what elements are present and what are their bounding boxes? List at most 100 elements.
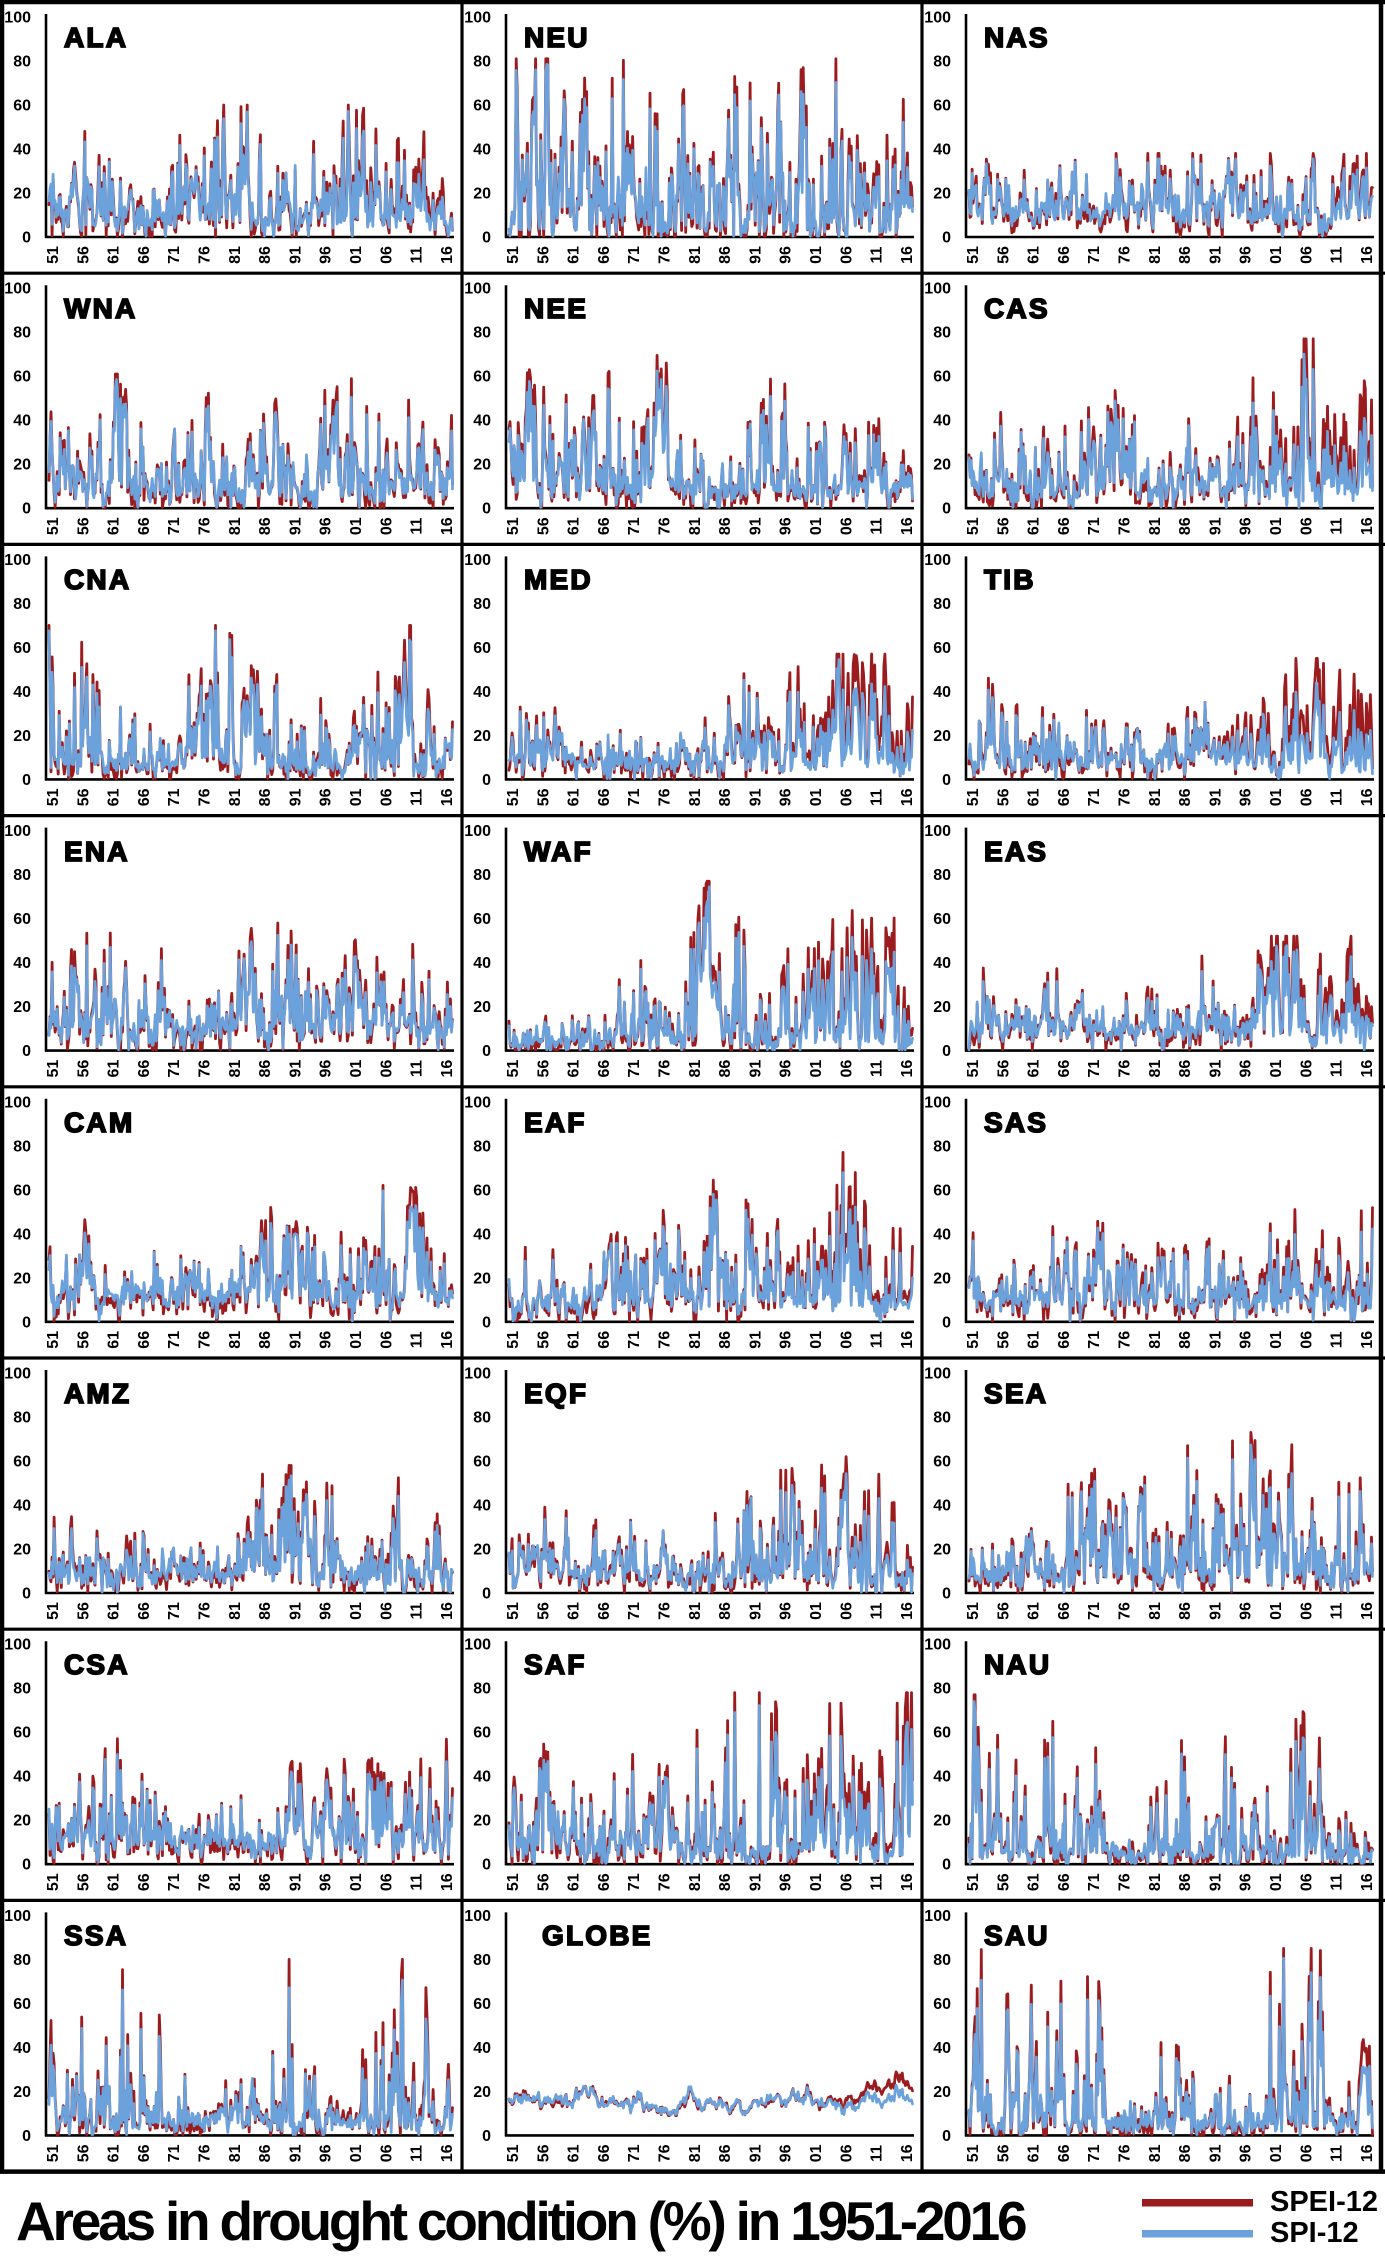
svg-text:SPEI-12: SPEI-12 <box>1270 2186 1378 2218</box>
svg-text:91: 91 <box>287 1331 304 1349</box>
svg-text:0: 0 <box>942 501 951 518</box>
svg-text:AMZ: AMZ <box>64 1378 131 1409</box>
svg-text:96: 96 <box>318 1331 335 1349</box>
svg-text:0: 0 <box>942 1314 951 1331</box>
svg-text:06: 06 <box>378 2144 395 2162</box>
svg-text:100: 100 <box>924 1637 951 1654</box>
svg-text:51: 51 <box>45 1331 62 1349</box>
svg-text:51: 51 <box>965 1060 982 1078</box>
svg-text:80: 80 <box>933 54 951 71</box>
svg-text:100: 100 <box>464 1908 491 1925</box>
svg-text:91: 91 <box>1207 246 1224 264</box>
svg-text:06: 06 <box>378 246 395 264</box>
svg-text:66: 66 <box>596 1602 613 1620</box>
svg-text:61: 61 <box>566 517 583 535</box>
svg-text:71: 71 <box>166 788 183 806</box>
svg-text:71: 71 <box>626 1873 643 1891</box>
svg-text:MED: MED <box>524 564 593 595</box>
svg-text:0: 0 <box>942 2128 951 2145</box>
svg-text:61: 61 <box>566 788 583 806</box>
svg-text:01: 01 <box>348 2144 365 2162</box>
svg-text:86: 86 <box>257 788 274 806</box>
svg-text:86: 86 <box>257 1060 274 1078</box>
svg-text:40: 40 <box>473 1498 491 1515</box>
svg-text:40: 40 <box>473 684 491 701</box>
svg-text:91: 91 <box>747 2144 764 2162</box>
svg-text:51: 51 <box>45 517 62 535</box>
svg-text:100: 100 <box>924 552 951 569</box>
svg-text:100: 100 <box>464 823 491 840</box>
svg-text:60: 60 <box>473 640 491 657</box>
svg-text:06: 06 <box>378 517 395 535</box>
svg-text:20: 20 <box>13 1813 31 1830</box>
svg-text:71: 71 <box>1086 2144 1103 2162</box>
svg-text:11: 11 <box>869 1060 886 1077</box>
svg-text:60: 60 <box>933 640 951 657</box>
svg-text:61: 61 <box>1026 1602 1043 1620</box>
svg-text:96: 96 <box>778 788 795 806</box>
svg-text:11: 11 <box>869 1602 886 1619</box>
svg-text:06: 06 <box>838 517 855 535</box>
svg-text:01: 01 <box>808 1873 825 1891</box>
svg-text:TIB: TIB <box>984 564 1036 595</box>
svg-text:0: 0 <box>942 772 951 789</box>
svg-text:61: 61 <box>106 1602 123 1620</box>
svg-text:81: 81 <box>1147 2144 1164 2162</box>
svg-text:0: 0 <box>942 1043 951 1060</box>
svg-text:16: 16 <box>439 517 456 535</box>
svg-text:80: 80 <box>473 1138 491 1155</box>
svg-text:71: 71 <box>626 788 643 806</box>
svg-text:66: 66 <box>1056 788 1073 806</box>
svg-text:60: 60 <box>13 1996 31 2013</box>
svg-text:80: 80 <box>473 596 491 613</box>
svg-text:96: 96 <box>1238 1873 1255 1891</box>
svg-text:76: 76 <box>197 2144 214 2162</box>
svg-text:96: 96 <box>778 1060 795 1078</box>
svg-text:51: 51 <box>45 2144 62 2162</box>
svg-text:61: 61 <box>566 1060 583 1078</box>
svg-text:11: 11 <box>409 1331 426 1348</box>
svg-text:71: 71 <box>166 1873 183 1891</box>
svg-text:66: 66 <box>136 1873 153 1891</box>
svg-text:96: 96 <box>1238 246 1255 264</box>
svg-text:01: 01 <box>808 517 825 535</box>
svg-text:76: 76 <box>657 1873 674 1891</box>
svg-text:0: 0 <box>482 1857 491 1874</box>
svg-text:80: 80 <box>13 1952 31 1969</box>
svg-text:81: 81 <box>687 1060 704 1078</box>
svg-text:80: 80 <box>933 1410 951 1427</box>
svg-text:66: 66 <box>1056 246 1073 264</box>
svg-text:66: 66 <box>136 1060 153 1078</box>
svg-text:61: 61 <box>106 246 123 264</box>
svg-text:20: 20 <box>13 186 31 203</box>
svg-text:76: 76 <box>197 788 214 806</box>
svg-text:61: 61 <box>1026 788 1043 806</box>
svg-text:60: 60 <box>13 1182 31 1199</box>
svg-text:11: 11 <box>869 1331 886 1348</box>
svg-text:100: 100 <box>4 1908 31 1925</box>
svg-text:81: 81 <box>687 2144 704 2162</box>
svg-text:66: 66 <box>136 517 153 535</box>
svg-text:60: 60 <box>473 98 491 115</box>
svg-text:80: 80 <box>13 867 31 884</box>
svg-text:91: 91 <box>1207 517 1224 535</box>
svg-text:76: 76 <box>1117 2144 1134 2162</box>
svg-text:0: 0 <box>482 2128 491 2145</box>
svg-text:86: 86 <box>717 1331 734 1349</box>
svg-text:91: 91 <box>1207 2144 1224 2162</box>
svg-text:20: 20 <box>933 728 951 745</box>
svg-text:81: 81 <box>687 1602 704 1620</box>
svg-text:01: 01 <box>808 1331 825 1349</box>
svg-text:81: 81 <box>1147 517 1164 535</box>
svg-text:CNA: CNA <box>64 564 131 595</box>
svg-text:WAF: WAF <box>524 836 593 867</box>
svg-text:20: 20 <box>473 999 491 1016</box>
svg-text:71: 71 <box>166 1331 183 1349</box>
svg-text:01: 01 <box>348 1602 365 1620</box>
svg-text:06: 06 <box>1298 2144 1315 2162</box>
svg-text:56: 56 <box>75 1331 92 1349</box>
svg-text:06: 06 <box>838 246 855 264</box>
svg-text:06: 06 <box>1298 246 1315 264</box>
svg-text:20: 20 <box>13 728 31 745</box>
svg-text:76: 76 <box>1117 517 1134 535</box>
